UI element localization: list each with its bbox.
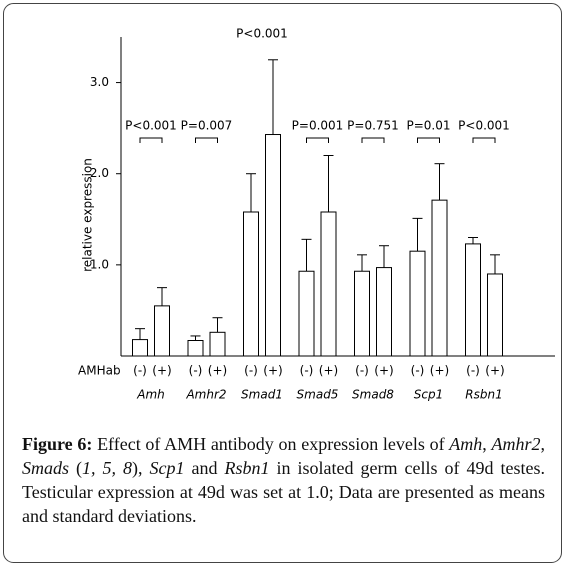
condition-tick-label: (+) — [485, 364, 504, 378]
frame — [3, 3, 562, 563]
p-bracket — [417, 137, 440, 143]
condition-tick-label: (+) — [152, 364, 171, 378]
condition-tick-label: (-) — [466, 364, 480, 378]
caption-text: ( — [69, 458, 83, 478]
bar — [431, 199, 448, 357]
condition-tick-label: (-) — [244, 364, 258, 378]
p-bracket — [139, 137, 163, 143]
condition-tick-label: (-) — [300, 364, 314, 378]
p-value: P=0.01 — [406, 119, 450, 133]
caption-text: Amh — [449, 434, 483, 454]
bar — [376, 267, 392, 357]
condition-tick-label: (-) — [411, 364, 425, 378]
caption-text: , — [540, 434, 546, 454]
x-tick-label: Smad1 — [241, 388, 283, 402]
p-value: P<0.001 — [236, 26, 288, 40]
bar — [187, 340, 204, 357]
bar — [243, 211, 259, 357]
condition-tick-label: (+) — [319, 364, 338, 378]
y-tick-label: 2.0 — [90, 166, 109, 180]
p-bracket — [472, 137, 496, 143]
caption-text: , — [482, 434, 492, 454]
p-value: P=0.751 — [347, 119, 399, 133]
caption-text: Amhr2 — [491, 434, 541, 454]
caption-text: Smads — [22, 458, 70, 478]
condition-label: AMHab — [78, 364, 121, 378]
condition-tick-label: (+) — [374, 364, 393, 378]
caption-text: in isolated germ cells of 49d testes. Te… — [22, 458, 545, 526]
x-tick-label: Amh — [136, 388, 165, 402]
p-value: P<0.001 — [125, 119, 177, 133]
p-bracket — [306, 137, 329, 143]
caption-text: Effect of AMH antibody on expression lev… — [92, 434, 450, 454]
caption-text: Scp1 — [149, 458, 185, 478]
condition-tick-label: (+) — [208, 364, 227, 378]
bar — [265, 134, 281, 357]
p-value: P<0.001 — [458, 119, 510, 133]
x-tick-label: Rsbn1 — [465, 388, 502, 402]
bar — [465, 243, 481, 357]
bar — [320, 211, 337, 357]
condition-tick-label: (-) — [133, 364, 147, 378]
bar — [409, 250, 426, 357]
condition-tick-label: (-) — [189, 364, 203, 378]
p-bracket — [361, 137, 385, 143]
x-tick-label: Amhr2 — [185, 388, 226, 402]
caption-text: ), — [132, 458, 150, 478]
y-tick-label: 3.0 — [90, 75, 109, 89]
x-tick-label: Smad8 — [352, 388, 394, 402]
caption-text: 1, 5, 8 — [82, 458, 133, 478]
x-tick-label: Smad5 — [297, 388, 339, 402]
y-tick-label: 1.0 — [90, 257, 109, 271]
caption-text: Rsbn1 — [224, 458, 270, 478]
bar — [209, 331, 226, 357]
p-value: P=0.007 — [181, 119, 233, 133]
bar — [154, 305, 170, 357]
bar — [487, 273, 503, 357]
bar — [132, 339, 148, 357]
condition-tick-label: (+) — [430, 364, 449, 378]
bar — [354, 270, 370, 357]
condition-tick-label: (-) — [355, 364, 369, 378]
caption-text: and — [184, 458, 225, 478]
p-value: P=0.001 — [292, 119, 344, 133]
x-tick-label: Scp1 — [414, 388, 443, 402]
caption: Figure 6: Effect of AMH antibody on expr… — [22, 432, 545, 528]
y-axis-label: relative expression — [81, 158, 95, 272]
bar — [298, 270, 315, 357]
caption-label: Figure 6: — [22, 434, 93, 454]
p-bracket — [195, 137, 218, 143]
condition-tick-label: (+) — [263, 364, 282, 378]
